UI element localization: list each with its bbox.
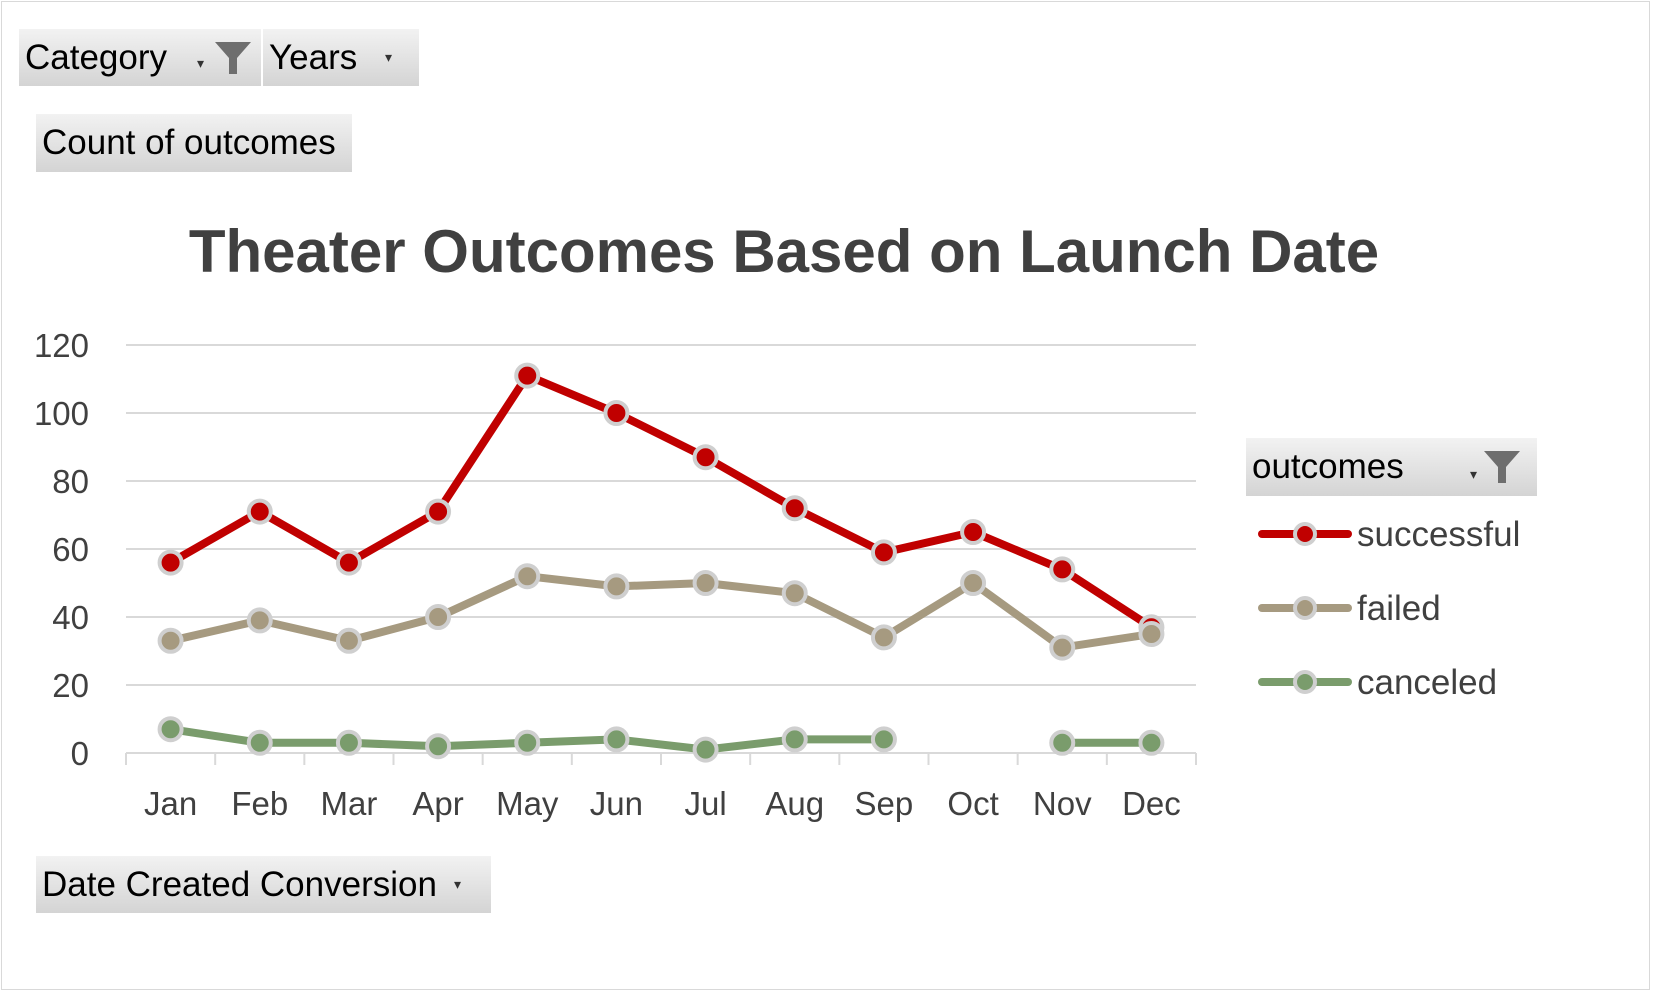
data-point-failed [514, 563, 541, 590]
filter-funnel-icon[interactable] [213, 38, 253, 78]
data-point-canceled [1138, 729, 1165, 756]
values-field-label: Count of outcomes [42, 123, 336, 162]
series-successful [157, 362, 1165, 641]
data-point-canceled [781, 726, 808, 753]
legend-item-canceled: canceled [1258, 663, 1497, 702]
data-point-failed [603, 573, 630, 600]
legend: successful failed canceled [1258, 515, 1520, 702]
legend-item-failed: failed [1258, 589, 1441, 628]
y-tick-label: 0 [71, 735, 89, 772]
data-point-successful [157, 549, 184, 576]
filter-funnel-icon[interactable] [1482, 447, 1522, 487]
axis-field-label: Date Created Conversion [42, 864, 437, 904]
data-point-canceled [870, 726, 897, 753]
data-point-successful [603, 400, 630, 426]
data-point-canceled [335, 729, 362, 756]
chart-title: Theater Outcomes Based on Launch Date [189, 218, 1379, 285]
data-point-successful [960, 519, 987, 545]
data-point-canceled [425, 733, 452, 760]
x-tick-label: Feb [231, 785, 288, 822]
x-tick-label: Jun [590, 785, 643, 822]
legend-field-button[interactable]: outcomes ▾ [1246, 438, 1537, 496]
series-line-successful [166, 371, 1156, 632]
legend-label-canceled: canceled [1357, 663, 1497, 702]
y-tick-label: 20 [52, 667, 89, 704]
legend-marker-canceled [1293, 670, 1317, 694]
x-tick-label: Sep [855, 785, 914, 822]
data-point-failed [157, 627, 184, 654]
x-tick-label: May [496, 785, 559, 822]
data-point-failed [335, 627, 362, 654]
values-field-button[interactable]: Count of outcomes [36, 114, 352, 172]
legend-label-failed: failed [1357, 589, 1441, 628]
series-line-failed [166, 572, 1156, 652]
data-point-failed [781, 580, 808, 607]
x-tick-label: Oct [947, 785, 998, 822]
x-tick-label: Aug [765, 785, 824, 822]
x-tick-label: Jul [684, 785, 726, 822]
years-field-label: Years [269, 37, 358, 77]
series-canceled [157, 716, 1165, 763]
y-tick-label: 40 [52, 599, 89, 636]
data-point-failed [425, 604, 452, 630]
y-tick-label: 80 [52, 463, 89, 500]
x-tick-label: Dec [1122, 785, 1181, 822]
legend-marker-successful [1293, 522, 1317, 546]
data-point-canceled [246, 729, 273, 756]
data-point-successful [692, 444, 719, 471]
x-tick-label: Apr [412, 785, 463, 822]
data-point-failed [692, 570, 719, 596]
gridlines [126, 344, 1196, 686]
legend-marker-failed [1293, 596, 1317, 620]
y-tick-label: 60 [52, 531, 89, 568]
data-point-canceled [514, 729, 541, 756]
data-point-successful [870, 539, 897, 566]
chevron-down-icon[interactable]: ▾ [385, 49, 393, 65]
data-point-canceled [692, 736, 719, 763]
x-tick-label: Nov [1033, 785, 1092, 822]
data-point-successful [514, 362, 541, 389]
data-point-successful [425, 498, 452, 525]
data-point-successful [335, 549, 362, 576]
data-point-canceled [603, 726, 630, 753]
data-point-canceled [157, 716, 184, 743]
data-point-canceled [1049, 729, 1076, 756]
chevron-down-icon[interactable]: ▾ [454, 876, 462, 892]
data-point-successful [781, 495, 808, 522]
chevron-down-icon[interactable]: ▾ [1470, 466, 1478, 482]
legend-item-successful: successful [1258, 515, 1520, 554]
category-field-label: Category [25, 37, 168, 77]
axes: 0 20 40 60 80 100 120 Jan Feb Mar Apr May Jun Jul Aug S… [34, 327, 1197, 822]
data-point-failed [1138, 621, 1165, 647]
legend-field-label: outcomes [1252, 447, 1404, 486]
y-tick-label: 100 [34, 395, 89, 432]
category-field-button[interactable]: Category ▾ [19, 29, 261, 86]
y-tick-label: 120 [34, 327, 89, 364]
years-field-button[interactable]: Years ▾ [263, 29, 419, 86]
data-point-failed [246, 607, 273, 634]
chevron-down-icon[interactable]: ▾ [197, 55, 205, 71]
axis-field-button[interactable]: Date Created Conversion ▾ [36, 856, 491, 913]
data-point-successful [1049, 556, 1076, 583]
series-group [157, 362, 1165, 763]
data-point-failed [1049, 634, 1076, 661]
data-point-failed [960, 570, 987, 596]
data-point-successful [246, 498, 273, 525]
x-tick-label: Jan [144, 785, 197, 822]
data-point-failed [870, 624, 897, 651]
x-tick-label: Mar [320, 785, 377, 822]
series-failed [157, 563, 1165, 661]
legend-label-successful: successful [1357, 515, 1520, 554]
